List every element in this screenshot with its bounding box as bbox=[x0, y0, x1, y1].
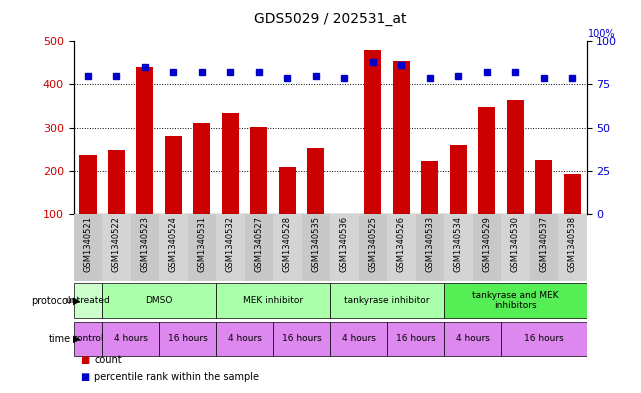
Bar bbox=[387, 322, 444, 356]
Text: ▶: ▶ bbox=[73, 334, 81, 344]
Text: GSM1340535: GSM1340535 bbox=[312, 216, 320, 272]
Text: GSM1340533: GSM1340533 bbox=[426, 216, 435, 272]
Bar bbox=[137, 67, 153, 214]
Bar bbox=[330, 283, 444, 318]
Text: GSM1340529: GSM1340529 bbox=[482, 216, 491, 272]
Bar bbox=[165, 136, 182, 214]
Bar bbox=[102, 322, 159, 356]
Bar bbox=[102, 283, 216, 318]
Bar bbox=[216, 214, 245, 281]
Text: GSM1340522: GSM1340522 bbox=[112, 216, 121, 272]
Bar bbox=[535, 160, 553, 214]
Bar bbox=[501, 322, 587, 356]
Text: GSM1340534: GSM1340534 bbox=[454, 216, 463, 272]
Bar bbox=[131, 214, 159, 281]
Bar bbox=[74, 214, 102, 281]
Bar bbox=[74, 322, 102, 356]
Bar bbox=[472, 214, 501, 281]
Bar bbox=[108, 150, 125, 214]
Bar bbox=[307, 148, 324, 214]
Text: GSM1340530: GSM1340530 bbox=[511, 216, 520, 272]
Bar bbox=[450, 145, 467, 214]
Bar bbox=[279, 167, 296, 214]
Bar bbox=[507, 99, 524, 214]
Text: ■: ■ bbox=[80, 372, 89, 382]
Bar bbox=[421, 161, 438, 214]
Text: GSM1340531: GSM1340531 bbox=[197, 216, 206, 272]
Bar bbox=[273, 214, 302, 281]
Text: DMSO: DMSO bbox=[146, 296, 173, 305]
Text: 4 hours: 4 hours bbox=[456, 334, 490, 343]
Text: percentile rank within the sample: percentile rank within the sample bbox=[94, 372, 259, 382]
Bar bbox=[444, 283, 587, 318]
Bar bbox=[563, 174, 581, 214]
Bar bbox=[159, 322, 216, 356]
Bar bbox=[74, 283, 102, 318]
Bar bbox=[330, 322, 387, 356]
Text: 16 hours: 16 hours bbox=[168, 334, 208, 343]
Text: 16 hours: 16 hours bbox=[395, 334, 435, 343]
Bar bbox=[216, 283, 330, 318]
Text: ■: ■ bbox=[80, 354, 89, 365]
Text: GSM1340526: GSM1340526 bbox=[397, 216, 406, 272]
Text: protocol: protocol bbox=[31, 296, 71, 306]
Text: control: control bbox=[72, 334, 104, 343]
Text: GSM1340538: GSM1340538 bbox=[568, 216, 577, 272]
Text: GSM1340536: GSM1340536 bbox=[340, 216, 349, 272]
Bar bbox=[79, 155, 97, 214]
Bar bbox=[216, 322, 273, 356]
Bar bbox=[159, 214, 188, 281]
Bar bbox=[387, 214, 415, 281]
Text: 100%: 100% bbox=[588, 29, 615, 39]
Bar bbox=[393, 61, 410, 214]
Text: GSM1340525: GSM1340525 bbox=[369, 216, 378, 272]
Text: GSM1340528: GSM1340528 bbox=[283, 216, 292, 272]
Text: tankyrase and MEK
inhibitors: tankyrase and MEK inhibitors bbox=[472, 291, 558, 310]
Text: GSM1340524: GSM1340524 bbox=[169, 216, 178, 272]
Text: ▶: ▶ bbox=[73, 296, 81, 306]
Text: GSM1340527: GSM1340527 bbox=[254, 216, 263, 272]
Bar bbox=[444, 214, 472, 281]
Bar bbox=[415, 214, 444, 281]
Bar bbox=[358, 214, 387, 281]
Text: GSM1340523: GSM1340523 bbox=[140, 216, 149, 272]
Bar bbox=[188, 214, 216, 281]
Bar bbox=[194, 123, 210, 214]
Text: 4 hours: 4 hours bbox=[113, 334, 147, 343]
Bar bbox=[364, 50, 381, 214]
Bar bbox=[222, 114, 239, 214]
Text: time: time bbox=[48, 334, 71, 344]
Text: count: count bbox=[94, 354, 122, 365]
Text: GSM1340537: GSM1340537 bbox=[539, 216, 548, 272]
Bar bbox=[330, 214, 358, 281]
Text: untreated: untreated bbox=[65, 296, 110, 305]
Bar bbox=[501, 214, 529, 281]
Bar bbox=[444, 322, 501, 356]
Bar bbox=[478, 107, 495, 214]
Bar bbox=[251, 127, 267, 214]
Text: 4 hours: 4 hours bbox=[228, 334, 262, 343]
Text: GSM1340521: GSM1340521 bbox=[83, 216, 92, 272]
Bar bbox=[558, 214, 587, 281]
Bar bbox=[245, 214, 273, 281]
Text: 16 hours: 16 hours bbox=[524, 334, 563, 343]
Text: tankyrase inhibitor: tankyrase inhibitor bbox=[344, 296, 430, 305]
Text: 16 hours: 16 hours bbox=[282, 334, 322, 343]
Bar bbox=[273, 322, 330, 356]
Text: GSM1340532: GSM1340532 bbox=[226, 216, 235, 272]
Bar bbox=[529, 214, 558, 281]
Text: 4 hours: 4 hours bbox=[342, 334, 376, 343]
Text: MEK inhibitor: MEK inhibitor bbox=[243, 296, 303, 305]
Bar bbox=[102, 214, 131, 281]
Text: GDS5029 / 202531_at: GDS5029 / 202531_at bbox=[254, 11, 406, 26]
Bar bbox=[302, 214, 330, 281]
